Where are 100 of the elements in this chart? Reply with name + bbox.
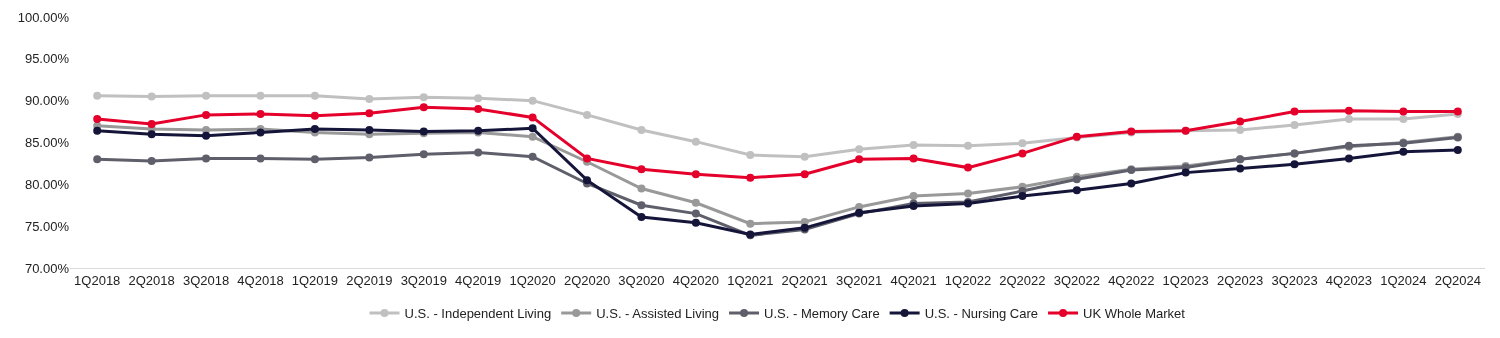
x-tick-label: 3Q2022 xyxy=(1053,272,1100,288)
point xyxy=(691,198,700,207)
x-tick-label: 2Q2023 xyxy=(1216,272,1264,288)
x-tick-label: 2Q2022 xyxy=(999,272,1046,288)
point xyxy=(365,125,374,134)
point xyxy=(202,154,211,163)
x-tick-label: 1Q2018 xyxy=(74,272,121,288)
point xyxy=(419,93,428,102)
point xyxy=(1399,115,1408,124)
point xyxy=(637,165,646,174)
y-tick-label: 80.00% xyxy=(24,176,70,192)
point xyxy=(365,109,374,118)
x-tick-label: 4Q2020 xyxy=(672,272,719,288)
y-tick-label: 75.00% xyxy=(24,218,70,234)
x-tick-label: 3Q2019 xyxy=(400,272,447,288)
point xyxy=(1018,139,1027,148)
x-tick-label: 2Q2024 xyxy=(1434,272,1481,288)
point xyxy=(1072,186,1081,195)
point xyxy=(310,155,319,164)
point xyxy=(147,92,156,101)
point xyxy=(474,148,483,157)
x-tick-label: 3Q2023 xyxy=(1271,272,1318,288)
legend-label: U.S. - Assisted Living xyxy=(596,306,720,322)
point xyxy=(419,150,428,159)
point xyxy=(637,201,646,210)
point xyxy=(528,132,537,141)
point xyxy=(691,170,700,179)
point xyxy=(1236,125,1245,134)
point xyxy=(93,115,102,124)
legend-label: U.S. - Memory Care xyxy=(764,306,880,322)
x-tick-label: 4Q2018 xyxy=(237,272,284,288)
point xyxy=(691,218,700,227)
point xyxy=(746,173,755,182)
x-tick-label: 1Q2023 xyxy=(1162,272,1209,288)
point xyxy=(1344,106,1353,115)
x-tick-label: 3Q2021 xyxy=(836,272,883,288)
x-tick-label: 2Q2018 xyxy=(128,272,175,288)
point xyxy=(1127,179,1136,188)
x-tick-label: 4Q2021 xyxy=(890,272,937,288)
point xyxy=(637,125,646,134)
point xyxy=(256,91,265,100)
point xyxy=(528,96,537,105)
x-tick-label: 3Q2018 xyxy=(182,272,230,288)
point xyxy=(93,155,102,164)
point xyxy=(963,141,972,150)
x-tick-label: 1Q2019 xyxy=(291,272,339,288)
point xyxy=(1290,160,1299,169)
point xyxy=(1290,107,1299,116)
point xyxy=(202,110,211,119)
point xyxy=(1453,146,1462,155)
x-tick-label: 3Q2020 xyxy=(618,272,665,288)
point xyxy=(1290,120,1299,129)
y-tick-label: 95.00% xyxy=(24,51,70,67)
point xyxy=(691,137,700,146)
x-tick-label: 2Q2021 xyxy=(781,272,828,288)
point xyxy=(855,145,864,154)
point xyxy=(909,192,918,201)
point xyxy=(1344,154,1353,163)
point xyxy=(746,219,755,228)
point xyxy=(746,151,755,160)
x-tick-label: 1Q2022 xyxy=(944,272,992,288)
point xyxy=(93,91,102,100)
point xyxy=(583,110,592,119)
point xyxy=(202,131,211,140)
point xyxy=(365,153,374,162)
x-tick-label: 4Q2022 xyxy=(1108,272,1155,288)
legend-label: U.S. - Independent Living xyxy=(404,306,552,322)
point xyxy=(256,110,265,119)
legend-label: UK Whole Market xyxy=(1083,306,1186,322)
point xyxy=(909,154,918,163)
point xyxy=(855,155,864,164)
point xyxy=(800,170,809,179)
x-tick-label: 2Q2020 xyxy=(563,272,611,288)
point xyxy=(1344,115,1353,124)
point xyxy=(365,94,374,103)
x-tick-label: 1Q2021 xyxy=(727,272,774,288)
point xyxy=(1181,168,1190,177)
point xyxy=(147,120,156,129)
y-tick-label: 85.00% xyxy=(24,135,70,151)
point xyxy=(147,130,156,139)
point xyxy=(1399,107,1408,116)
point xyxy=(1018,149,1027,158)
point xyxy=(310,91,319,100)
point xyxy=(528,152,537,161)
point xyxy=(1236,117,1245,126)
point xyxy=(909,141,918,150)
x-tick-label: 1Q2024 xyxy=(1380,272,1427,288)
point xyxy=(637,212,646,221)
point xyxy=(256,154,265,163)
point xyxy=(637,184,646,193)
point xyxy=(691,209,700,218)
point xyxy=(93,126,102,135)
point xyxy=(963,163,972,172)
x-tick-label: 4Q2023 xyxy=(1325,272,1373,288)
point xyxy=(1399,147,1408,156)
y-tick-label: 90.00% xyxy=(24,93,70,109)
point xyxy=(474,105,483,114)
point xyxy=(419,103,428,112)
point xyxy=(147,156,156,165)
point xyxy=(202,91,211,100)
